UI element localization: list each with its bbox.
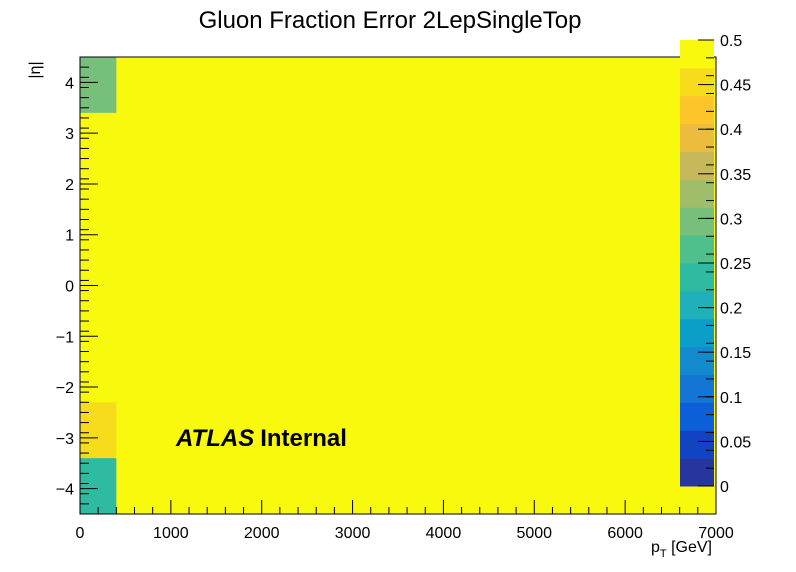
- heatmap-cells: [80, 57, 117, 514]
- color-scale-band: [680, 67, 714, 97]
- atlas-label: ATLAS Internal: [175, 425, 347, 452]
- z-tick-label: 0.45: [720, 78, 751, 95]
- y-tick-label: −1: [56, 329, 74, 346]
- z-tick-label: 0.35: [720, 167, 751, 184]
- z-tick-label: 0.1: [720, 390, 742, 407]
- x-tick-label: 2000: [244, 525, 280, 542]
- z-tick-label: 0.3: [720, 211, 742, 228]
- plot-background: [80, 57, 716, 514]
- color-scale-band: [680, 263, 714, 292]
- heatmap-cell-2: [80, 402, 117, 459]
- color-scale-band: [680, 179, 714, 208]
- y-tick-label: 2: [65, 177, 74, 194]
- x-tick-label: 0: [76, 525, 85, 542]
- x-tick-label: 3000: [335, 525, 371, 542]
- x-tick-label: 7000: [698, 525, 734, 542]
- color-scale-band: [680, 430, 714, 459]
- heatmap-cell-3: [80, 458, 117, 514]
- color-scale-band: [680, 402, 714, 431]
- plot-area: [79, 56, 717, 515]
- color-scale-band: [680, 290, 714, 320]
- y-tick-label: 1: [65, 228, 74, 245]
- x-tick-label: 4000: [426, 525, 462, 542]
- z-tick-label: 0.5: [720, 33, 742, 50]
- color-scale-band: [680, 151, 714, 180]
- y-axis: −4 −3 −2 −1 0 1 2 3 4: [56, 56, 98, 515]
- y-tick-label: −4: [56, 482, 74, 499]
- color-scale-band: [680, 123, 714, 152]
- z-tick-label: 0.25: [720, 256, 751, 273]
- y-tick-label: −3: [56, 431, 74, 448]
- y-tick-label: 4: [65, 75, 74, 92]
- chart-title: Gluon Fraction Error 2LepSingleTop: [199, 7, 582, 34]
- color-scale-band: [680, 458, 714, 487]
- color-scale-band: [680, 95, 714, 125]
- z-tick-label: 0.05: [720, 434, 751, 451]
- color-scale-band: [680, 40, 714, 69]
- color-scale-band: [680, 235, 714, 264]
- y-axis-label: |η|: [27, 61, 44, 78]
- heatmap-cell-1: [80, 57, 117, 113]
- z-tick-label: 0: [720, 479, 729, 496]
- color-scale-band: [680, 207, 714, 236]
- z-tick-label: 0.4: [720, 122, 742, 139]
- y-tick-label: 3: [65, 126, 74, 143]
- x-tick-label: 5000: [516, 525, 552, 542]
- y-tick-label: −2: [56, 380, 74, 397]
- y-tick-label: 0: [65, 279, 74, 296]
- x-axis-label: pT [GeV]: [651, 539, 712, 560]
- color-scale-band: [680, 318, 714, 348]
- x-axis: 0 1000 2000 3000 4000 5000 6000 7000: [76, 500, 734, 542]
- z-tick-label: 0.15: [720, 345, 751, 362]
- x-tick-label: 1000: [153, 525, 189, 542]
- color-scale: 0 0.05 0.1 0.15 0.2 0.25 0.3 0.35 0.4 0.45 0.5: [680, 33, 751, 496]
- x-tick-label: 6000: [607, 525, 643, 542]
- z-tick-label: 0.2: [720, 301, 742, 318]
